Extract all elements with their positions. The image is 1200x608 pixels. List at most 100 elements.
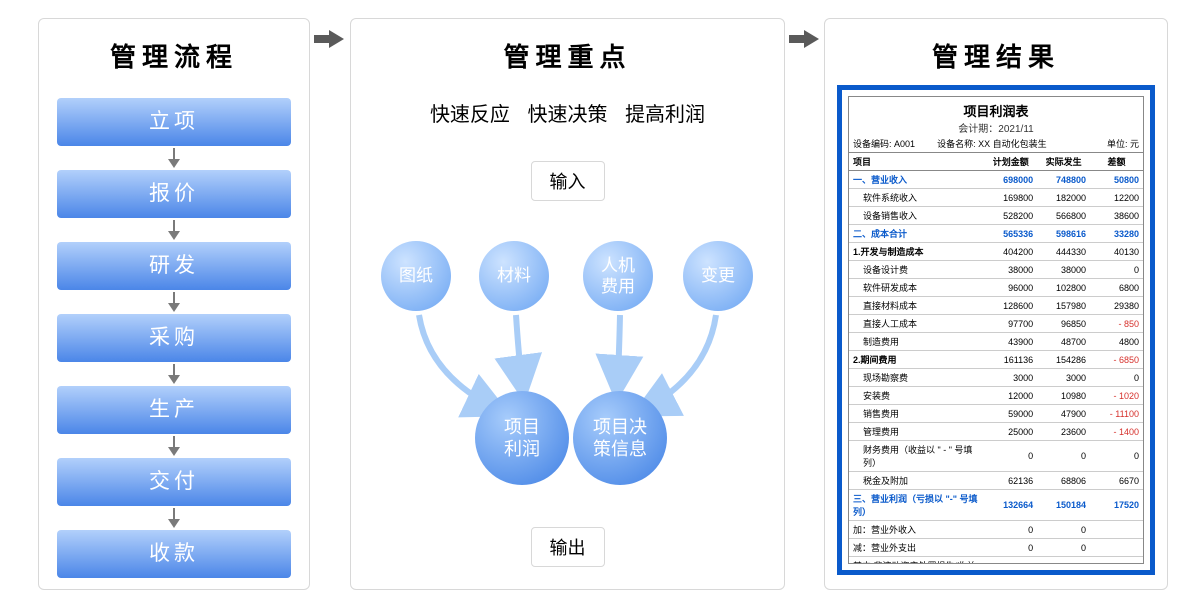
report-cell: 4800 [1090,333,1143,351]
report-frame: 项目利润表 会计期：2021/11 设备编码: A001 设备名称: XX 自动… [837,85,1155,575]
report-table: 项目计划金额实际发生差额一、营业收入69800074880050800 软件系统… [849,153,1143,563]
report-cell: 0 [1090,261,1143,279]
report-cell: 12000 [984,387,1037,405]
report-cell: 62136 [984,472,1037,490]
report-cell: 0 [1037,441,1090,472]
input-circle: 材料 [479,241,549,311]
report-period-label: 会计期： [958,124,998,135]
report-period-value: 2021/11 [998,124,1033,135]
panel-process-title: 管理流程 [39,19,309,74]
report-cell [1090,557,1143,564]
flow-step: 交付 [57,458,291,506]
report-row: 现场勘察费300030000 [849,369,1143,387]
report-meta-name: 设备名称: XX 自动化包装生 [937,137,1072,150]
flow-arrow-down-icon [57,434,291,458]
output-label-box: 输出 [531,527,605,567]
output-circle: 项目 利润 [475,391,569,485]
report-col-header: 差额 [1090,153,1143,171]
report-cell: 制造费用 [849,333,984,351]
report-cell: 565336 [984,225,1037,243]
report-cell: 12200 [1090,189,1143,207]
report-meta: 设备编码: A001 设备名称: XX 自动化包装生 单位: 元 [849,137,1143,153]
report-cell: 598616 [1037,225,1090,243]
report-cell: 698000 [984,171,1037,189]
flow-arrow-down-icon [57,290,291,314]
report-cell: 33280 [1090,225,1143,243]
report-cell: 47900 [1037,405,1090,423]
panel-keypoints: 管理重点 快速反应 快速决策 提高利润 输入 输出 图纸材料人机 费用变更项目 … [350,18,785,590]
report-cell: 0 [984,539,1037,557]
report-cell: 97700 [984,315,1037,333]
report-cell [1090,521,1143,539]
report-row: 1.开发与制造成本40420044433040130 [849,243,1143,261]
input-circle: 图纸 [381,241,451,311]
report-cell: 2.期间费用 [849,351,984,369]
report-cell: 38600 [1090,207,1143,225]
report-cell: 96850 [1037,315,1090,333]
report-cell: 软件系统收入 [849,189,984,207]
report-cell: 59000 [984,405,1037,423]
report-cell: 三、营业利润（亏损以 "-" 号填列） [849,490,984,521]
report-cell: 444330 [1037,243,1090,261]
report-cell: 40130 [1090,243,1143,261]
keypoints-slogan: 快速反应 快速决策 提高利润 [351,98,784,127]
report-cell: 96000 [984,279,1037,297]
report-cell: 0 [1090,441,1143,472]
report-cell: - 1400 [1090,423,1143,441]
report-title: 项目利润表 [849,101,1143,120]
report-cell: - 11100 [1090,405,1143,423]
report-cell: 10980 [1037,387,1090,405]
report-cell: - 1020 [1090,387,1143,405]
report-row: 制造费用43900487004800 [849,333,1143,351]
report-cell: 1.开发与制造成本 [849,243,984,261]
arrow-panel1-to-panel2 [314,28,344,50]
report-inner: 项目利润表 会计期：2021/11 设备编码: A001 设备名称: XX 自动… [848,96,1144,564]
report-cell: 132664 [984,490,1037,521]
report-row: 安装费1200010980- 1020 [849,387,1143,405]
report-cell: 减：营业外支出 [849,539,984,557]
report-col-header: 项目 [849,153,984,171]
report-cell: 566800 [1037,207,1090,225]
report-cell: 38000 [984,261,1037,279]
report-cell: 设备设计费 [849,261,984,279]
report-row: 三、营业利润（亏损以 "-" 号填列）13266415018417520 [849,490,1143,521]
report-cell [984,557,1037,564]
panel-process: 管理流程 立项报价研发采购生产交付收款 [38,18,310,590]
flow-step: 报价 [57,170,291,218]
report-row: 一、营业收入69800074880050800 [849,171,1143,189]
report-period: 会计期：2021/11 [849,120,1143,135]
report-cell: 128600 [984,297,1037,315]
slogan-3: 提高利润 [625,104,705,126]
report-cell: 直接材料成本 [849,297,984,315]
input-circle: 变更 [683,241,753,311]
report-meta-unit: 单位: 元 [1072,137,1139,150]
flow-step: 收款 [57,530,291,578]
slogan-2: 快速决策 [528,104,608,126]
report-cell: 其中:非流动资产处置损失(收益以"-" [849,557,984,564]
report-row: 软件研发成本960001028006800 [849,279,1143,297]
report-cell: 财务费用（收益以 " - " 号填列） [849,441,984,472]
report-cell: 68806 [1037,472,1090,490]
report-row: 软件系统收入16980018200012200 [849,189,1143,207]
report-cell: 3000 [1037,369,1090,387]
report-row: 管理费用2500023600- 1400 [849,423,1143,441]
flow-steps-container: 立项报价研发采购生产交付收款 [39,74,309,578]
report-row: 设备设计费38000380000 [849,261,1143,279]
report-cell: 税金及附加 [849,472,984,490]
report-cell: 0 [1037,539,1090,557]
report-cell: 二、成本合计 [849,225,984,243]
report-cell: 加：营业外收入 [849,521,984,539]
report-cell: 6670 [1090,472,1143,490]
flow-step: 采购 [57,314,291,362]
report-cell: 43900 [984,333,1037,351]
output-circle: 项目决 策信息 [573,391,667,485]
flow-step: 研发 [57,242,291,290]
panel-result-title: 管理结果 [825,19,1167,74]
report-cell: 50800 [1090,171,1143,189]
report-cell: 169800 [984,189,1037,207]
report-row: 设备销售收入52820056680038600 [849,207,1143,225]
input-circle: 人机 费用 [583,241,653,311]
report-cell [1037,557,1090,564]
flow-arrow-down-icon [57,362,291,386]
report-cell: 38000 [1037,261,1090,279]
